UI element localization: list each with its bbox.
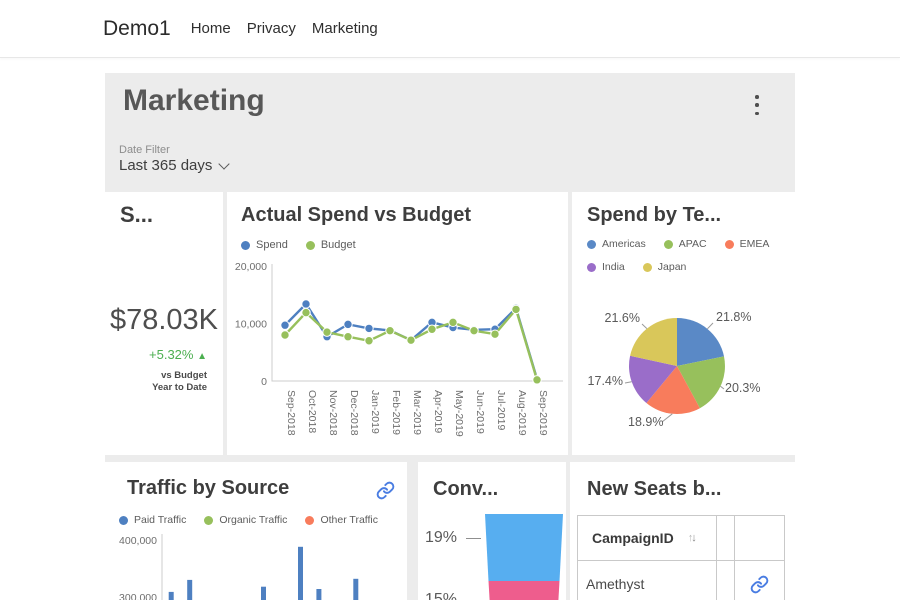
date-filter-value: Last 365 days — [119, 157, 213, 174]
legend-dot — [204, 515, 214, 525]
kpi-delta: +5.32% ▲ — [149, 347, 207, 362]
column-header-empty — [716, 515, 735, 561]
svg-text:18.9%: 18.9% — [628, 415, 663, 429]
svg-text:10,000: 10,000 — [235, 319, 267, 331]
link-icon[interactable] — [376, 481, 395, 500]
legend-item-budget[interactable]: Budget — [305, 239, 356, 251]
card-title: S... — [120, 202, 154, 227]
link-icon[interactable] — [750, 575, 769, 594]
column-header-empty — [734, 515, 785, 561]
svg-text:Apr-2019: Apr-2019 — [432, 390, 444, 433]
svg-text:Nov-2018: Nov-2018 — [327, 390, 339, 436]
svg-text:21.6%: 21.6% — [605, 311, 640, 325]
leader-dash — [466, 537, 481, 539]
legend-item-india[interactable]: India — [587, 261, 625, 273]
card-title: Conv... — [433, 478, 499, 500]
empty-cell — [716, 560, 735, 600]
legend-dot — [241, 240, 250, 250]
sort-icon[interactable]: ↑↓ — [687, 532, 697, 544]
svg-text:300,000: 300,000 — [119, 592, 157, 600]
legend-item-americas[interactable]: Americas — [587, 238, 646, 250]
svg-text:Jun-2019: Jun-2019 — [474, 390, 486, 434]
traffic-by-source-bar-chart[interactable]: 400,000 300,000 — [105, 528, 407, 600]
date-filter-label: Date Filter — [119, 144, 170, 156]
legend-item-apac[interactable]: APAC — [663, 238, 707, 250]
dashboard-container: Marketing Date Filter Last 365 days S...… — [105, 73, 795, 600]
dashboard-title: Marketing — [123, 84, 265, 117]
card-new-seats: New Seats b... CampaignID ↑↓ Amethyst — [570, 462, 795, 600]
column-header-campaignid[interactable]: CampaignID ↑↓ — [577, 515, 717, 561]
card-title: Traffic by Source — [127, 477, 290, 499]
top-navbar: Demo1 Home Privacy Marketing — [0, 0, 900, 58]
card-actual-spend-vs-budget: Actual Spend vs Budget Spend Budget 0 10,… — [227, 192, 568, 455]
svg-text:Feb-2019: Feb-2019 — [390, 390, 402, 435]
nav-link-privacy[interactable]: Privacy — [246, 20, 296, 37]
card-title: Actual Spend vs Budget — [241, 204, 472, 226]
table-row: Amethyst — [577, 560, 785, 600]
svg-text:Oct-2018: Oct-2018 — [306, 390, 318, 433]
svg-text:Sep-2019: Sep-2019 — [537, 390, 549, 436]
card-title: Spend by Te... — [587, 204, 722, 226]
card-traffic-by-source: Traffic by Source Paid Traffic Organic T… — [105, 462, 407, 600]
svg-text:Mar-2019: Mar-2019 — [411, 390, 423, 435]
legend-item-paid-traffic[interactable]: Paid Traffic — [119, 514, 186, 526]
kpi-note: vs Budget Year to Date — [152, 370, 207, 393]
legend-dot — [587, 239, 596, 249]
legend-dot — [587, 262, 596, 272]
date-filter-dropdown[interactable]: Last 365 days — [119, 157, 231, 174]
legend-dot — [119, 515, 128, 525]
chevron-down-icon — [218, 157, 231, 170]
spend-by-territory-pie-chart[interactable]: 21.8% 20.3% 18.9% 17.4% 21.6% — [572, 285, 795, 455]
svg-text:20,000: 20,000 — [235, 261, 267, 273]
kebab-menu-icon[interactable] — [750, 94, 764, 116]
svg-text:400,000: 400,000 — [119, 535, 157, 547]
legend-item-emea[interactable]: EMEA — [724, 238, 769, 250]
link-cell — [734, 560, 785, 600]
card-spend-kpi: S... $78.03K +5.32% ▲ vs Budget Year to … — [105, 192, 223, 455]
brand-link[interactable]: Demo1 — [103, 16, 171, 40]
legend-dot — [305, 240, 315, 250]
funnel-stage-label: 15% — [418, 591, 481, 600]
legend-item-other-traffic[interactable]: Other Traffic — [305, 514, 378, 526]
nav-link-home[interactable]: Home — [190, 20, 231, 37]
conversion-funnel-chart[interactable] — [418, 462, 566, 600]
legend-item-spend[interactable]: Spend — [241, 239, 288, 251]
campaign-cell: Amethyst — [577, 560, 717, 600]
svg-text:Dec-2018: Dec-2018 — [348, 390, 360, 436]
legend-dot — [642, 262, 652, 272]
up-triangle-icon: ▲ — [197, 351, 207, 362]
svg-text:Sep-2018: Sep-2018 — [285, 390, 297, 436]
spend-vs-budget-line-chart[interactable]: 0 10,000 20,000 Sep-2018 Oct-2018 Nov-2018 Dec… — [227, 254, 568, 454]
new-seats-table: CampaignID ↑↓ Amethyst — [577, 515, 785, 600]
svg-text:0: 0 — [261, 376, 267, 388]
legend-dot — [724, 239, 734, 249]
card-spend-by-territory: Spend by Te... Americas APAC EMEA India — [572, 192, 795, 455]
legend-dot — [305, 515, 315, 525]
funnel-stage-label: 19% — [418, 529, 481, 547]
legend-item-japan[interactable]: Japan — [642, 261, 686, 273]
svg-text:Jan-2019: Jan-2019 — [369, 390, 381, 434]
svg-text:Jul-2019: Jul-2019 — [495, 390, 507, 430]
nav-link-marketing[interactable]: Marketing — [311, 20, 378, 37]
card-conversion-funnel: Conv... 19% 15% — [418, 462, 566, 600]
legend-dot — [663, 239, 673, 249]
svg-text:20.3%: 20.3% — [725, 381, 760, 395]
card-title: New Seats b... — [587, 478, 722, 500]
svg-text:21.8%: 21.8% — [716, 310, 751, 324]
svg-text:Aug-2019: Aug-2019 — [516, 390, 528, 436]
kpi-value: $78.03K — [109, 304, 219, 336]
svg-text:May-2019: May-2019 — [453, 390, 465, 437]
svg-text:17.4%: 17.4% — [588, 374, 623, 388]
legend-item-organic-traffic[interactable]: Organic Traffic — [204, 514, 287, 526]
